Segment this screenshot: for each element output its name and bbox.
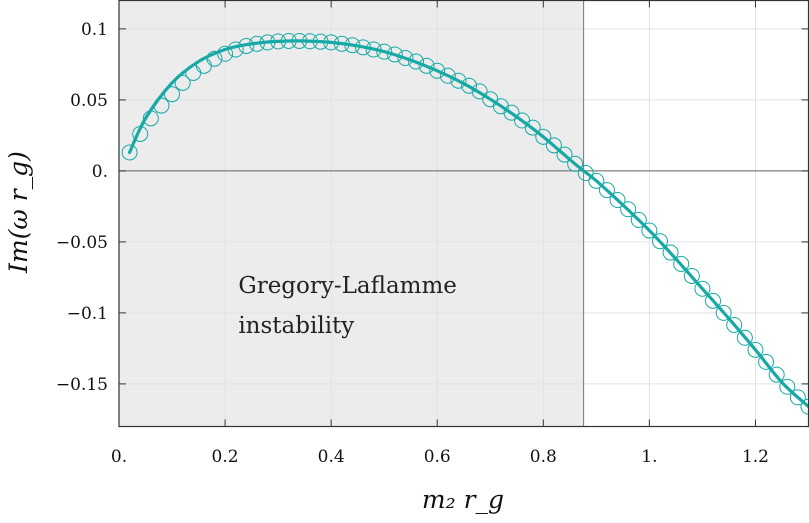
data-point <box>503 104 520 121</box>
data-point <box>630 211 647 228</box>
annotation-line-2: instability <box>238 313 354 339</box>
data-point <box>556 146 573 163</box>
data-point <box>694 280 711 297</box>
data-point <box>408 53 425 70</box>
annotation-line-1: Gregory-Laflamme <box>238 273 457 299</box>
data-point <box>747 341 764 358</box>
data-point <box>779 378 796 395</box>
data-point <box>206 50 223 67</box>
data-point <box>789 389 806 406</box>
data-point <box>609 192 626 209</box>
ticks <box>118 0 809 427</box>
data-point <box>673 255 690 272</box>
data-point <box>736 329 753 346</box>
data-point <box>174 74 191 91</box>
y-tick-label: 0. <box>92 162 108 182</box>
data-point <box>715 304 732 321</box>
data-point <box>397 50 414 67</box>
data-point <box>577 165 594 182</box>
y-tick-label: 0.1 <box>81 20 108 40</box>
x-tick-labels: 0. 0.2 0.4 0.6 0.8 1. 1.2 <box>111 447 769 467</box>
data-point <box>683 267 700 284</box>
y-tick-label: 0.05 <box>70 91 108 111</box>
data-point <box>386 46 403 63</box>
data-point <box>758 353 775 370</box>
data-point <box>429 62 446 79</box>
x-tick-label: 0. <box>111 447 127 467</box>
x-tick-label: 0.8 <box>530 447 557 467</box>
y-tick-label: −0.1 <box>67 304 108 324</box>
data-point <box>471 83 488 100</box>
data-point <box>450 72 467 89</box>
data-point <box>164 86 181 103</box>
data-point <box>705 292 722 309</box>
data-point <box>598 182 615 199</box>
data-point <box>651 233 668 250</box>
data-point <box>524 119 541 136</box>
y-axis-label: Im(ω r_g) <box>4 151 33 274</box>
x-tick-label: 0.2 <box>212 447 239 467</box>
x-tick-label: 0.4 <box>318 447 345 467</box>
data-point <box>535 128 552 145</box>
data-point <box>418 57 435 74</box>
plot-area <box>118 0 809 428</box>
y-tick-label: −0.05 <box>56 233 108 253</box>
shaded-region <box>119 0 584 427</box>
y-tick-labels: −0.15 −0.1 −0.05 0. 0.05 0.1 <box>56 20 108 395</box>
x-axis-label: m₂ r_g <box>422 485 504 514</box>
data-point <box>726 316 743 333</box>
data-point <box>376 43 393 60</box>
y-tick-label: −0.15 <box>56 375 108 395</box>
data-point <box>768 366 785 383</box>
data-point <box>567 155 584 172</box>
data-point <box>121 144 138 161</box>
data-point <box>620 201 637 218</box>
x-tick-label: 0.6 <box>424 447 451 467</box>
data-point <box>545 137 562 154</box>
data-point <box>641 222 658 239</box>
data-point <box>588 172 605 189</box>
x-tick-label: 1. <box>641 447 657 467</box>
data-point <box>662 244 679 261</box>
data-point <box>461 77 478 94</box>
curve-series <box>128 39 809 409</box>
data-point <box>439 67 456 84</box>
x-tick-label: 1.2 <box>742 447 769 467</box>
